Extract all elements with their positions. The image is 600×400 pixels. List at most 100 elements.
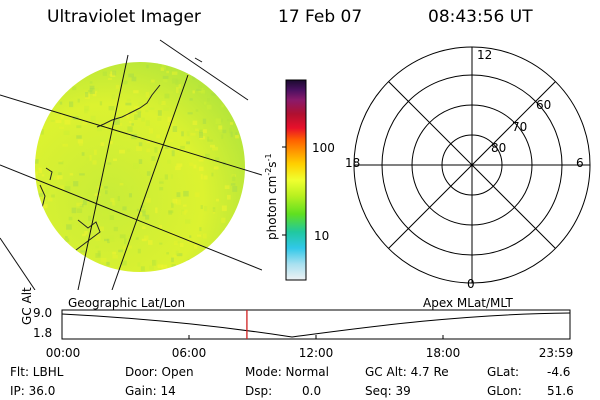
image-pixel (131, 134, 137, 140)
image-pixel (194, 192, 200, 198)
image-pixel (241, 113, 245, 117)
image-pixel (58, 160, 63, 163)
image-pixel (159, 187, 164, 191)
image-pixel (213, 84, 218, 91)
image-pixel (164, 145, 169, 149)
image-pixel (180, 243, 184, 247)
image-pixel (148, 107, 155, 110)
image-pixel (149, 265, 154, 270)
image-pixel (171, 264, 176, 268)
image-pixel (127, 126, 133, 132)
image-pixel (35, 65, 39, 69)
image-pixel (232, 175, 236, 182)
lat-80-label: 80 (491, 141, 507, 155)
image-pixel (238, 263, 244, 270)
image-pixel (45, 95, 51, 100)
image-pixel (203, 129, 207, 134)
image-pixel (220, 199, 224, 203)
image-pixel (215, 118, 221, 125)
image-pixel (231, 266, 234, 271)
image-pixel (222, 129, 227, 134)
image-pixel (202, 233, 207, 239)
image-pixel (88, 204, 93, 209)
image-pixel (136, 110, 142, 113)
image-pixel (161, 264, 168, 269)
image-pixel (122, 206, 127, 211)
orbit-panel (61, 309, 571, 340)
image-pixel (234, 87, 239, 90)
image-pixel (171, 257, 174, 263)
image-pixel (106, 261, 110, 266)
image-pixel (238, 263, 243, 266)
image-pixel (92, 92, 97, 97)
image-pixel (198, 125, 204, 130)
image-pixel (129, 123, 134, 126)
image-pixel (44, 270, 50, 272)
image-pixel (63, 130, 70, 135)
glon-value: 51.6 (547, 384, 574, 398)
image-pixel (167, 91, 173, 94)
image-pixel (136, 208, 139, 212)
image-pixel (232, 82, 237, 88)
image-pixel (192, 90, 195, 94)
image-pixel (187, 112, 193, 115)
image-pixel (155, 260, 158, 265)
image-pixel (76, 135, 82, 139)
image-pixel (213, 166, 219, 170)
glat-label: GLat: (487, 365, 520, 379)
image-pixel (110, 198, 115, 202)
image-pixel (131, 185, 134, 190)
image-pixel (230, 183, 236, 186)
image-pixel (141, 117, 145, 122)
image-pixel (161, 100, 166, 105)
mlt-12-label: 12 (477, 48, 493, 62)
image-pixel (192, 75, 196, 80)
image-pixel (45, 188, 50, 194)
image-pixel (227, 119, 230, 122)
image-pixel (109, 141, 113, 145)
image-pixel (133, 163, 140, 169)
image-pixel (243, 181, 245, 184)
orbit-x-ticks (61, 335, 571, 339)
image-pixel (175, 166, 181, 171)
image-pixel (157, 264, 163, 269)
image-pixel (37, 263, 40, 269)
image-pixel (47, 69, 53, 73)
x-tick-label: 06:00 (171, 346, 207, 360)
image-pixel (121, 249, 127, 252)
image-pixel (142, 226, 146, 229)
image-pixel (55, 89, 58, 92)
image-pixel (140, 266, 145, 272)
image-pixel (229, 122, 234, 125)
image-pixel (184, 209, 188, 213)
image-pixel (51, 90, 57, 94)
image-pixel (235, 135, 239, 139)
image-pixel (121, 260, 127, 266)
image-pixel (89, 85, 95, 90)
image-pixel (239, 225, 245, 232)
x-tick-label: 23:59 (538, 346, 574, 360)
image-pixel (223, 229, 229, 234)
image-pixel (102, 71, 107, 76)
image-pixel (172, 126, 178, 132)
image-pixel (127, 148, 131, 152)
seq-readout: Seq: 39 (365, 384, 411, 398)
image-pixel (95, 218, 100, 223)
image-pixel (193, 244, 198, 249)
image-pixel (82, 120, 87, 126)
image-pixel (197, 234, 202, 237)
image-pixel (174, 241, 178, 245)
image-pixel (204, 206, 208, 212)
image-pixel (112, 200, 116, 206)
image-pixel (216, 69, 222, 73)
image-pixel (199, 227, 202, 232)
image-pixel (185, 261, 190, 264)
image-pixel (235, 132, 238, 135)
image-pixel (176, 253, 183, 257)
image-pixel (40, 129, 44, 135)
dsp-label: Dsp: (245, 384, 273, 398)
image-pixel (86, 157, 92, 161)
image-pixel (112, 70, 117, 76)
image-pixel (161, 63, 166, 70)
image-pixel (207, 136, 210, 141)
